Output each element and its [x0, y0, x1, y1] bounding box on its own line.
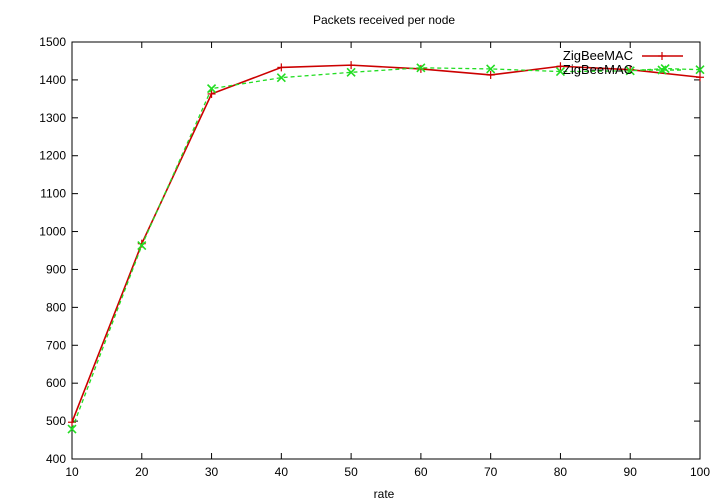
data-point — [276, 73, 286, 83]
series-line — [71, 67, 701, 430]
y-tick-label: 1400 — [39, 73, 66, 87]
series-2 — [67, 63, 705, 434]
data-point — [347, 61, 356, 70]
data-point — [207, 89, 216, 98]
data-point — [416, 64, 425, 73]
legend-marker — [657, 65, 667, 75]
y-tick-label: 600 — [46, 376, 66, 390]
data-point — [695, 65, 705, 75]
legend-label: ZigBeeMAC — [563, 62, 633, 77]
x-tick-label: 100 — [690, 465, 710, 479]
data-point — [696, 73, 704, 82]
x-tick-label: 70 — [484, 465, 498, 479]
x-tick-label: 80 — [554, 465, 568, 479]
data-point — [486, 64, 496, 74]
point-stroke — [555, 67, 566, 77]
data-point — [346, 67, 356, 77]
data-point — [67, 424, 77, 434]
x-tick-label: 50 — [344, 465, 358, 479]
y-tick-label: 900 — [46, 262, 66, 276]
data-point — [625, 66, 635, 76]
data-point — [486, 70, 495, 79]
data-point — [626, 65, 635, 74]
x-tick-label: 60 — [414, 465, 428, 479]
y-tick-label: 1200 — [39, 149, 66, 163]
series-line — [71, 64, 701, 423]
point-stroke — [416, 63, 426, 73]
data-point — [137, 241, 147, 251]
data-point — [556, 62, 565, 71]
x-tick-label: 20 — [135, 465, 149, 479]
legend-marker — [658, 52, 666, 60]
point-stroke — [346, 67, 356, 77]
y-tick-label: 500 — [46, 414, 66, 428]
point-stroke — [695, 65, 705, 75]
data-point — [277, 63, 286, 72]
data-point — [555, 67, 566, 77]
y-tick-label: 800 — [46, 300, 66, 314]
point-stroke — [137, 241, 147, 251]
x-tick-label: 40 — [275, 465, 289, 479]
point-stroke — [657, 65, 667, 75]
data-point — [206, 84, 217, 94]
y-tick-label: 1300 — [39, 111, 66, 125]
y-tick-label: 1000 — [39, 225, 66, 239]
x-tick-label: 90 — [624, 465, 638, 479]
axis-ticks: 400 500 600 700 800 900 1000 1100 1200 1300 1400 15… — [39, 35, 710, 479]
legend-label: ZigBeeMAC — [563, 48, 633, 63]
point-stroke — [625, 66, 635, 76]
y-tick-label: 400 — [46, 452, 66, 466]
x-axis-label: rate — [374, 487, 395, 501]
series-1 — [68, 61, 704, 427]
chart-title: Packets received per node — [313, 13, 455, 27]
data-point — [416, 63, 426, 73]
x-tick-label: 30 — [205, 465, 219, 479]
y-tick-label: 1500 — [39, 35, 66, 49]
point-stroke — [206, 84, 217, 94]
point-stroke — [486, 64, 496, 74]
point-stroke — [67, 424, 77, 434]
y-tick-label: 700 — [46, 338, 66, 352]
y-tick-label: 1100 — [40, 187, 66, 201]
plot-border — [71, 41, 701, 460]
plot-frame — [71, 41, 701, 460]
point-stroke — [276, 73, 286, 83]
series-layer — [67, 61, 705, 434]
x-tick-label: 10 — [65, 465, 79, 479]
